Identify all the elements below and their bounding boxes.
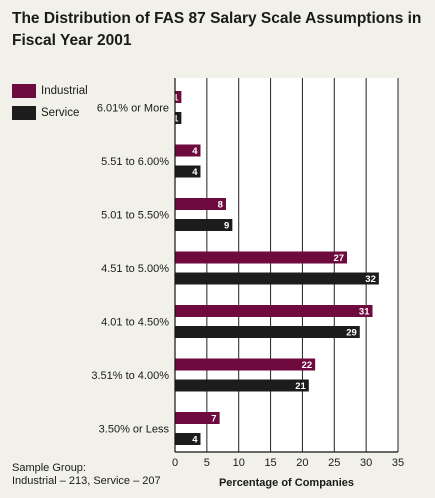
value-label-service-4: 29 xyxy=(346,328,357,339)
category-label-3: 4.51 to 5.00% xyxy=(101,263,169,275)
legend-swatch-service xyxy=(12,106,36,120)
x-tick-label-20: 20 xyxy=(296,457,308,469)
sample-group-note: Sample Group: Industrial – 213, Service … xyxy=(12,462,161,488)
x-tick-label-25: 25 xyxy=(328,457,340,469)
bar-service-3 xyxy=(175,272,379,285)
category-label-1: 5.51 to 6.00% xyxy=(101,156,169,168)
category-label-4: 4.01 to 4.50% xyxy=(101,317,169,329)
x-tick-label-35: 35 xyxy=(392,457,404,469)
bar-service-5 xyxy=(175,379,309,392)
sample-group-line-2: Industrial – 213, Service – 207 xyxy=(12,475,161,487)
bar-industrial-0 xyxy=(175,91,182,103)
x-axis-title: Percentage of Companies xyxy=(219,477,354,489)
bar-industrial-5 xyxy=(175,358,316,371)
category-label-0: 6.01% or More xyxy=(97,103,169,115)
value-label-industrial-2: 8 xyxy=(218,200,223,211)
x-tick-label-5: 5 xyxy=(204,457,210,469)
bar-service-4 xyxy=(175,326,360,338)
bar-industrial-3 xyxy=(175,251,348,264)
category-label-6: 3.50% or Less xyxy=(99,424,170,436)
chart-title-line-2: Fiscal Year 2001 xyxy=(12,32,132,49)
value-label-service-6: 4 xyxy=(192,435,198,446)
plot-area xyxy=(175,78,398,452)
value-label-industrial-6: 7 xyxy=(211,414,216,425)
sample-group-line-1: Sample Group: xyxy=(12,462,86,474)
bar-service-6 xyxy=(175,433,201,445)
x-tick-label-10: 10 xyxy=(233,457,245,469)
bar-service-2 xyxy=(175,219,233,231)
x-tick-label-30: 30 xyxy=(360,457,372,469)
bar-service-1 xyxy=(175,165,201,178)
bar-industrial-6 xyxy=(175,412,220,424)
value-label-industrial-5: 22 xyxy=(302,360,313,371)
value-label-service-3: 32 xyxy=(365,274,376,285)
bar-industrial-2 xyxy=(175,198,226,210)
value-label-industrial-4: 31 xyxy=(359,307,370,318)
legend-label-industrial: Industrial xyxy=(41,85,88,97)
value-label-industrial-3: 27 xyxy=(333,253,344,264)
chart-title: The Distribution of FAS 87 Salary Scale … xyxy=(12,8,422,52)
bar-industrial-4 xyxy=(175,305,373,317)
bar-industrial-1 xyxy=(175,144,201,157)
chart-title-line-1: The Distribution of FAS 87 Salary Scale … xyxy=(12,10,422,27)
value-label-service-5: 21 xyxy=(295,381,306,392)
x-tick-label-0: 0 xyxy=(172,457,178,469)
category-label-5: 3.51% to 4.00% xyxy=(91,370,169,382)
value-label-industrial-1: 4 xyxy=(192,146,198,157)
value-label-industrial-0: 1 xyxy=(173,93,179,104)
legend-label-service: Service xyxy=(41,107,80,119)
category-label-2: 5.01 to 5.50% xyxy=(101,210,169,222)
legend-swatch-industrial xyxy=(12,84,36,98)
x-tick-label-15: 15 xyxy=(264,457,276,469)
bar-service-0 xyxy=(175,112,182,124)
value-label-service-0: 1 xyxy=(173,114,179,125)
value-label-service-2: 9 xyxy=(224,221,229,232)
value-label-service-1: 4 xyxy=(192,167,198,178)
